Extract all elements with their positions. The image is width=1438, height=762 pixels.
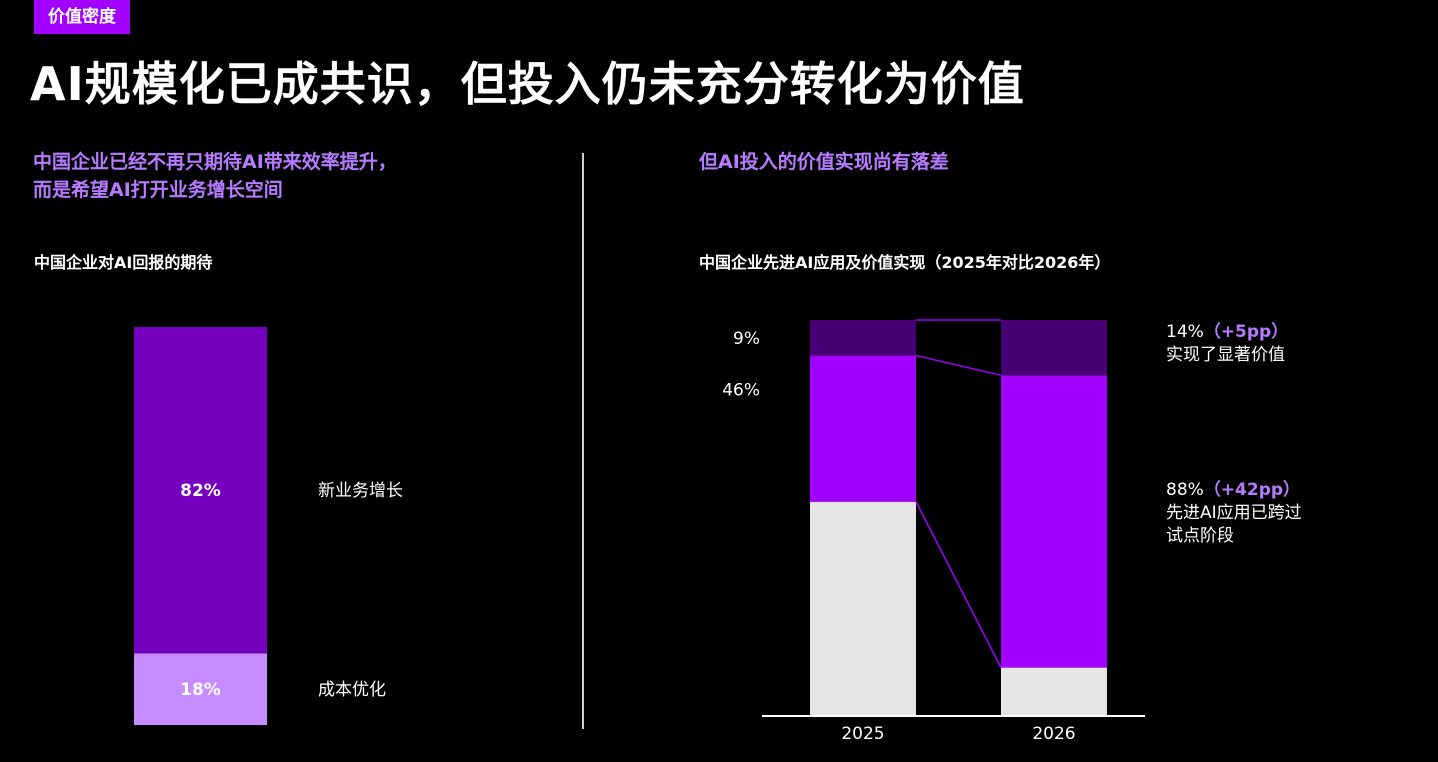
annotation-significant-value: 14%（+5pp） [1166, 321, 1288, 342]
bar-segment-growth [134, 327, 267, 654]
x-tick-label-2025: 2025 [841, 724, 884, 744]
x-tick-label-2026: 2026 [1032, 724, 1075, 744]
left-chart: 18% 82% 成本优化 新业务增长 [134, 327, 403, 725]
data-label-advanced-2025: 46% [722, 381, 760, 401]
page-title: AI规模化已成共识，但投入仍未充分转化为价值 [30, 57, 1025, 111]
connector-significant [915, 354, 1002, 377]
bar-segment-cost [134, 653, 267, 725]
left-chart-title: 中国企业对AI回报的期待 [34, 253, 213, 272]
bar-segment-advanced-2026 [1001, 375, 1107, 668]
annotation-advanced-value: 88%（+42pp） [1166, 479, 1300, 500]
category-label-growth: 新业务增长 [318, 481, 403, 501]
section-tag: 价值密度 [34, 0, 130, 34]
data-label-cost: 18% [180, 680, 221, 700]
annotation-advanced-text-line2: 试点阶段 [1166, 526, 1234, 546]
connector-advanced [915, 501, 1002, 668]
left-subtitle-line2: 而是希望AI打开业务增长空间 [33, 179, 283, 201]
bar-segment-advanced-2025 [810, 355, 916, 502]
left-subtitle-line1: 中国企业已经不再只期待AI带来效率提升， [33, 151, 397, 173]
bar-segment-other-2026 [1001, 667, 1107, 715]
data-label-significant-2025: 9% [733, 329, 760, 349]
left-subtitle: 中国企业已经不再只期待AI带来效率提升， 而是希望AI打开业务增长空间 [33, 148, 397, 204]
bar-segment-significant-2025 [810, 320, 916, 356]
category-label-cost: 成本优化 [318, 680, 386, 700]
data-label-growth: 82% [180, 481, 221, 501]
annotation-advanced-text-line1: 先进AI应用已跨过 [1166, 503, 1302, 523]
annotation-significant-text: 实现了显著价值 [1166, 345, 1285, 365]
bar-segment-other-2025 [810, 501, 916, 715]
right-chart-title: 中国企业先进AI应用及价值实现（2025年对比2026年） [699, 253, 1111, 272]
right-subtitle: 但AI投入的价值实现尚有落差 [699, 151, 949, 173]
bar-segment-significant-2026 [1001, 320, 1107, 376]
right-chart: 2025 2026 9% 46% 14%（+5pp） 实现了显著价值 88%（+42pp） 先… [722, 319, 1302, 744]
column-divider [582, 153, 584, 729]
